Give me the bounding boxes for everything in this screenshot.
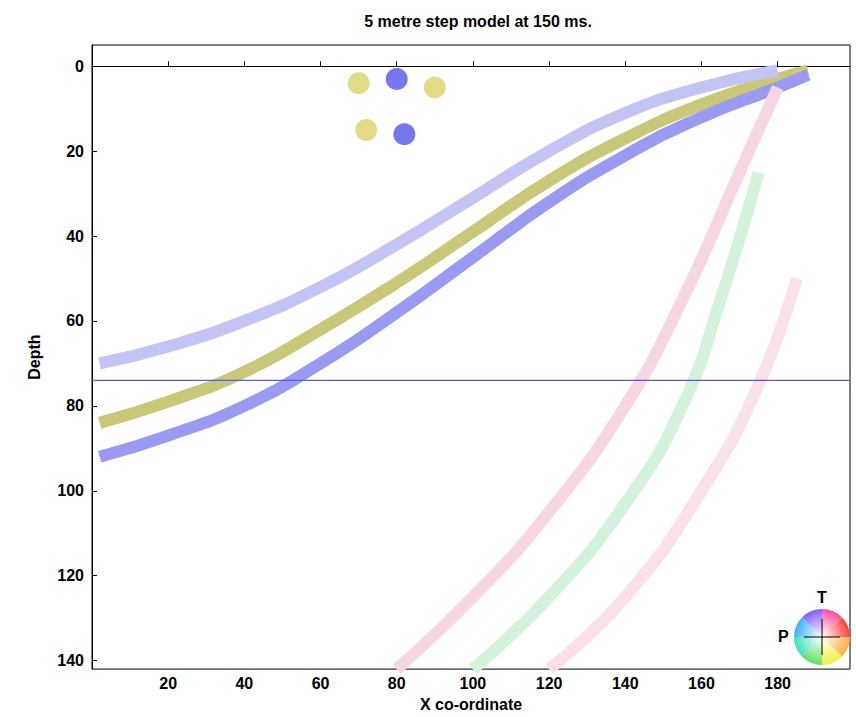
- svg-text:T: T: [817, 589, 827, 606]
- svg-text:100: 100: [460, 675, 487, 692]
- svg-text:120: 120: [536, 675, 563, 692]
- svg-text:X co-ordinate: X co-ordinate: [420, 696, 522, 713]
- svg-text:80: 80: [66, 397, 84, 414]
- svg-text:60: 60: [312, 675, 330, 692]
- svg-text:60: 60: [66, 312, 84, 329]
- svg-text:5 metre step model at 150 ms.: 5 metre step model at 150 ms.: [364, 13, 592, 30]
- svg-text:80: 80: [388, 675, 406, 692]
- svg-text:40: 40: [235, 675, 253, 692]
- svg-text:Depth: Depth: [26, 334, 43, 379]
- svg-text:140: 140: [57, 652, 84, 669]
- svg-text:0: 0: [75, 58, 84, 75]
- svg-text:140: 140: [612, 675, 639, 692]
- svg-text:P: P: [778, 628, 789, 645]
- svg-text:180: 180: [764, 675, 791, 692]
- svg-text:160: 160: [688, 675, 715, 692]
- svg-text:120: 120: [57, 567, 84, 584]
- svg-text:40: 40: [66, 228, 84, 245]
- svg-text:20: 20: [66, 143, 84, 160]
- svg-text:100: 100: [57, 482, 84, 499]
- svg-text:20: 20: [159, 675, 177, 692]
